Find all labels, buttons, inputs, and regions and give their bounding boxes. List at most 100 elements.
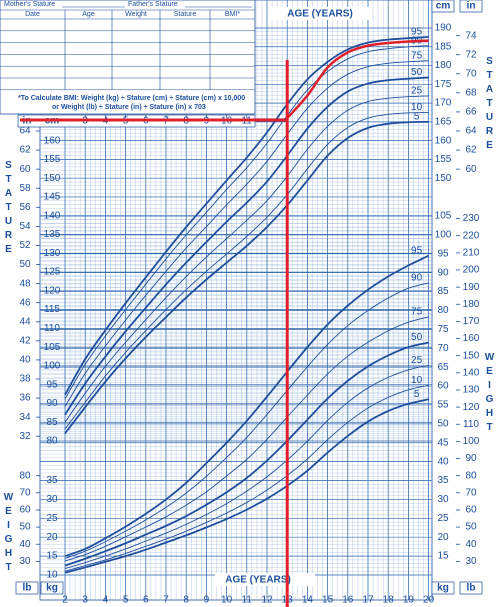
y-tick-label: 50 xyxy=(437,418,449,429)
column-header: Date xyxy=(25,11,40,18)
y2-tick-label: 74 xyxy=(465,30,477,41)
y2-tick-label: 140 xyxy=(463,367,480,378)
unit-box xyxy=(431,0,455,13)
y-tick-label: 185 xyxy=(435,41,452,52)
y-tick-label: 115 xyxy=(44,304,60,315)
curve-label: 95 xyxy=(411,245,423,256)
column-header: Stature xyxy=(174,11,197,18)
percentile-curve xyxy=(64,95,429,423)
y-tick-label: 140 xyxy=(44,210,61,221)
y-tick-label: 20 xyxy=(437,532,449,543)
unit-box xyxy=(40,581,64,595)
y-tick-label: 25 xyxy=(46,513,58,524)
percentile-curve xyxy=(64,384,429,572)
y-tick-label: 135 xyxy=(44,229,61,240)
y-tick-label: 85 xyxy=(46,417,58,428)
x-tick-label: 16 xyxy=(342,595,354,606)
x-axis-label: AGE (YEARS) xyxy=(287,9,353,20)
y2-tick-label: 90 xyxy=(465,453,477,464)
y-tick-label: 70 xyxy=(437,343,449,354)
y2-tick-label: 40 xyxy=(465,539,477,550)
overlay: 8085909510010511011512012513013514014515… xyxy=(15,0,483,607)
y2-tick-label: 80 xyxy=(19,470,31,481)
y-tick-label: 45 xyxy=(437,437,449,448)
y-tick-label: 110 xyxy=(44,323,60,334)
y-tick-label: 85 xyxy=(437,286,449,297)
curve-label: 75 xyxy=(411,50,423,61)
unit-box xyxy=(15,581,39,595)
y-tick-label: 80 xyxy=(437,305,449,316)
y-tick-label: 30 xyxy=(437,494,449,505)
curve-label: 95 xyxy=(411,27,423,38)
x-tick-label: 6 xyxy=(143,595,149,606)
record-form: Mother's Stature Father's Stature Date Ag… xyxy=(0,0,256,115)
y-tick-label: 165 xyxy=(435,117,452,128)
x-tick-label: 3 xyxy=(82,595,88,606)
y-tick-label: 160 xyxy=(44,135,61,146)
y2-tick-label: 60 xyxy=(465,164,477,175)
unit-label: kg xyxy=(437,583,449,594)
y-tick-label: 35 xyxy=(46,475,58,486)
x-tick-label: 12 xyxy=(261,595,273,606)
y2-tick-label: 160 xyxy=(463,333,480,344)
curve-label: 90 xyxy=(411,273,423,284)
x-tick-label: 18 xyxy=(383,595,395,606)
y-tick-label: 130 xyxy=(44,248,61,259)
x-label-box xyxy=(215,573,315,586)
y2-tick-label: 62 xyxy=(465,145,477,156)
x-tick-label: 11 xyxy=(242,595,253,606)
curves xyxy=(64,36,429,574)
unit-box xyxy=(459,581,483,595)
curve-label: 10 xyxy=(411,102,423,113)
y-tick-label: 15 xyxy=(46,551,58,562)
x-tick-label: 5 xyxy=(123,595,129,606)
y-tick-label: 35 xyxy=(437,475,449,486)
y-axis-label: STATURE xyxy=(484,56,495,154)
unit-label: lb xyxy=(23,583,32,594)
y-tick-label: 105 xyxy=(44,342,61,353)
unit-label: kg xyxy=(46,583,58,594)
percentile-curve xyxy=(64,60,429,407)
y2-tick-label: 170 xyxy=(463,316,480,327)
curve-label: 10 xyxy=(411,375,423,386)
y-axis-label: WEIGHT xyxy=(3,492,14,576)
curve-label: 75 xyxy=(411,307,423,318)
y-axis-label: WEIGHT xyxy=(484,352,495,436)
y-tick-label: 30 xyxy=(46,494,58,505)
y2-tick-label: 100 xyxy=(463,436,480,447)
x-label-box xyxy=(270,7,370,20)
y-tick-label: 105 xyxy=(435,211,452,222)
y-tick-label: 190 xyxy=(435,23,452,34)
x-tick-label: 4 xyxy=(103,595,109,606)
curve-label: 25 xyxy=(411,86,423,97)
y2-tick-label: 32 xyxy=(19,431,31,442)
y2-tick-label: 30 xyxy=(465,556,477,567)
percentile-curve xyxy=(64,398,429,574)
x-tick-label: 10 xyxy=(221,595,233,606)
father-stature: Father's Stature xyxy=(128,1,178,8)
y2-tick-label: 230 xyxy=(463,213,480,224)
y2-tick-label: 150 xyxy=(463,350,480,361)
y-tick-label: 10 xyxy=(46,570,58,581)
y2-tick-label: 60 xyxy=(19,164,31,175)
y2-tick-label: 36 xyxy=(19,393,31,404)
y-tick-label: 145 xyxy=(44,192,61,203)
y-tick-label: 100 xyxy=(44,361,61,372)
y2-tick-label: 30 xyxy=(19,556,31,567)
y2-tick-label: 70 xyxy=(465,68,477,79)
y2-tick-label: 50 xyxy=(19,259,31,270)
y2-tick-label: 54 xyxy=(19,221,31,232)
y-tick-label: 90 xyxy=(46,398,58,409)
y2-tick-label: 48 xyxy=(19,278,31,289)
x-tick-label: 17 xyxy=(362,595,374,606)
percentile-curve xyxy=(64,282,429,559)
unit-label: cm xyxy=(436,1,451,12)
y-tick-label: 155 xyxy=(44,154,61,165)
y2-tick-label: 80 xyxy=(465,470,477,481)
y2-tick-label: 40 xyxy=(19,355,31,366)
y2-tick-label: 70 xyxy=(19,487,31,498)
y2-tick-label: 220 xyxy=(463,230,480,241)
column-header: BMI* xyxy=(225,11,240,18)
y2-tick-label: 40 xyxy=(19,539,31,550)
